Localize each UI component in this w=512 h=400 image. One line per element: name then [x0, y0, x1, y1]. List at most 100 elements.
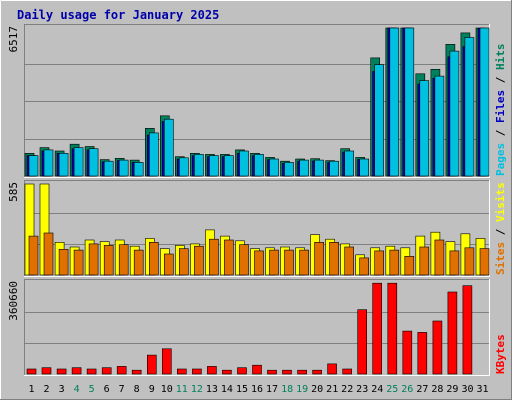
bar-kbytes-day-6 [101, 367, 112, 375]
series-kbytes [26, 282, 473, 375]
bar-kbytes-day-2 [41, 367, 52, 375]
bar-kbytes-day-23 [357, 309, 368, 375]
x-tick-label-day-31: 31 [476, 384, 488, 395]
x-tick-label-day-19: 19 [296, 384, 308, 395]
chart-panels: 6517 Pages / Files / Hits 585 Sites / Visit… [7, 24, 507, 376]
x-tick-label-day-5: 5 [89, 384, 95, 395]
x-tick-label-day-2: 2 [43, 384, 49, 395]
x-tick-label-day-4: 4 [74, 384, 80, 395]
y-max-label: 585 [7, 182, 20, 202]
bar-pages-day-21 [329, 160, 339, 177]
bar-sites-day-27 [419, 246, 430, 276]
series-pages [28, 27, 490, 177]
bar-sites-day-24 [374, 250, 385, 276]
legend-entry: Hits [494, 44, 507, 71]
bar-kbytes-day-3 [56, 368, 67, 375]
bar-sites-day-9 [149, 242, 159, 276]
x-tick-label-day-18: 18 [281, 384, 293, 395]
bar-pages-day-8 [133, 162, 144, 177]
x-tick-label-day-23: 23 [356, 384, 368, 395]
bar-pages-day-10 [164, 118, 174, 177]
legend-entry: Pages [494, 143, 507, 176]
bar-sites-day-22 [344, 246, 355, 276]
bar-kbytes-day-21 [327, 363, 337, 375]
legend-entry: Visits [494, 182, 507, 222]
bar-kbytes-day-10 [162, 348, 172, 375]
bar-kbytes-day-27 [417, 332, 428, 375]
x-tick-label-day-14: 14 [221, 384, 233, 395]
series-sites [28, 232, 490, 276]
bar-pages-day-25 [389, 27, 400, 177]
bar-pages-day-3 [58, 153, 69, 177]
legend-entry: KBytes [494, 334, 507, 374]
bar-kbytes-day-13 [207, 366, 217, 375]
bar-sites-day-21 [329, 242, 339, 276]
bar-kbytes-day-12 [192, 368, 202, 375]
bar-pages-day-29 [449, 50, 460, 177]
x-tick-label-day-25: 25 [386, 384, 398, 395]
bar-pages-day-16 [254, 154, 264, 177]
bar-sites-day-1 [28, 235, 39, 276]
bar-kbytes-day-8 [131, 369, 142, 375]
bar-pages-day-13 [209, 155, 219, 177]
x-tick-label-day-30: 30 [461, 384, 473, 395]
bar-sites-day-25 [389, 249, 400, 276]
x-tick-label-day-7: 7 [119, 384, 125, 395]
bar-pages-day-26 [404, 27, 415, 177]
bar-pages-day-18 [284, 162, 294, 177]
bar-kbytes-day-9 [147, 354, 157, 375]
bar-pages-day-30 [464, 37, 475, 177]
legend-entry: Sites [494, 242, 507, 275]
x-tick-label-day-8: 8 [134, 384, 140, 395]
x-tick-label-day-26: 26 [401, 384, 413, 395]
x-tick-label-day-12: 12 [191, 384, 203, 395]
bar-sites-day-28 [434, 239, 445, 276]
bar-sites-day-12 [194, 245, 204, 276]
bar-pages-day-24 [374, 64, 385, 177]
x-tick-label-day-27: 27 [416, 384, 428, 395]
bar-kbytes-day-28 [432, 320, 443, 375]
x-tick-label-day-9: 9 [149, 384, 155, 395]
bar-pages-day-15 [239, 150, 249, 177]
x-tick-label-day-1: 1 [28, 384, 34, 395]
bar-pages-day-23 [359, 158, 370, 177]
x-tick-label-day-16: 16 [251, 384, 263, 395]
x-tick-label-day-13: 13 [206, 384, 218, 395]
bar-pages-day-11 [179, 157, 189, 177]
x-tick-label-day-15: 15 [236, 384, 248, 395]
bar-sites-day-16 [254, 250, 264, 276]
legend-entry: / [494, 70, 507, 90]
bar-kbytes-day-11 [177, 368, 187, 375]
panel-visits-sites: 585 Sites / Visits [7, 180, 507, 277]
bar-kbytes-day-20 [312, 369, 322, 375]
bar-kbytes-day-22 [342, 368, 353, 375]
x-tick-label-day-17: 17 [266, 384, 278, 395]
bar-sites-day-14 [224, 239, 234, 276]
bar-pages-day-5 [88, 148, 99, 177]
x-tick-label-day-22: 22 [341, 384, 353, 395]
bar-pages-day-14 [224, 155, 234, 177]
bar-sites-day-23 [359, 257, 370, 276]
bar-pages-day-27 [419, 80, 430, 177]
bar-kbytes-day-25 [387, 282, 398, 375]
legend-entry: / [494, 222, 507, 242]
bar-kbytes-day-18 [282, 369, 292, 375]
bar-sites-day-11 [179, 248, 189, 276]
bar-sites-day-3 [58, 249, 69, 276]
panel-background [24, 279, 490, 376]
bar-kbytes-day-26 [402, 330, 413, 375]
x-axis-labels: 1 2 3 4 5 6 7 8 9 10 11 12 13 14 15 16 17 18 19 20 21 22 23 24 2… [28, 384, 488, 395]
bar-pages-day-31 [479, 27, 490, 177]
legend-entry: / [494, 123, 507, 143]
bar-kbytes-day-4 [71, 367, 82, 375]
bar-sites-day-5 [88, 243, 99, 276]
bar-sites-day-20 [314, 242, 324, 276]
bar-pages-day-1 [28, 155, 39, 177]
x-tick-label-day-29: 29 [446, 384, 458, 395]
bar-sites-day-10 [164, 253, 174, 276]
bar-kbytes-day-1 [26, 368, 37, 375]
bar-sites-day-17 [269, 249, 279, 276]
bar-pages-day-19 [299, 159, 309, 177]
bar-kbytes-day-5 [86, 368, 97, 375]
